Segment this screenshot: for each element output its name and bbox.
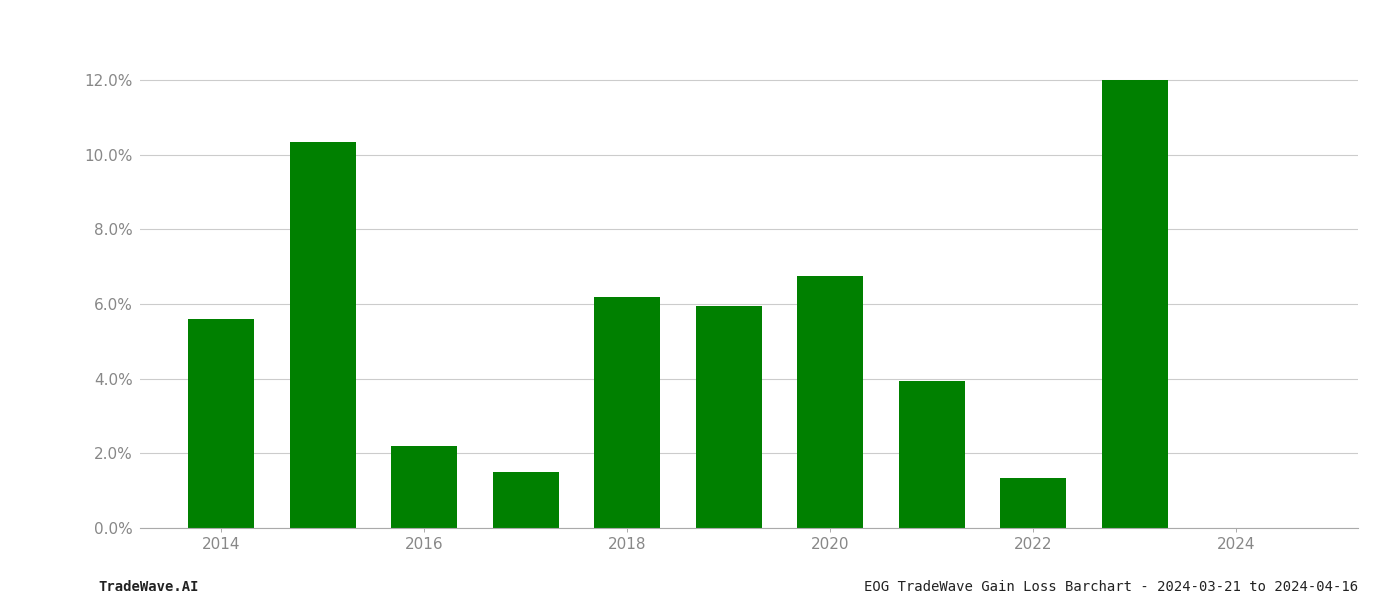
Text: EOG TradeWave Gain Loss Barchart - 2024-03-21 to 2024-04-16: EOG TradeWave Gain Loss Barchart - 2024-… bbox=[864, 580, 1358, 594]
Bar bbox=[797, 276, 864, 528]
Bar bbox=[899, 380, 965, 528]
Bar bbox=[493, 472, 559, 528]
Bar bbox=[1000, 478, 1067, 528]
Bar bbox=[188, 319, 255, 528]
Bar bbox=[391, 446, 458, 528]
Bar bbox=[290, 142, 356, 528]
Text: TradeWave.AI: TradeWave.AI bbox=[98, 580, 199, 594]
Bar bbox=[594, 296, 661, 528]
Bar bbox=[1102, 80, 1168, 528]
Bar bbox=[696, 306, 762, 528]
